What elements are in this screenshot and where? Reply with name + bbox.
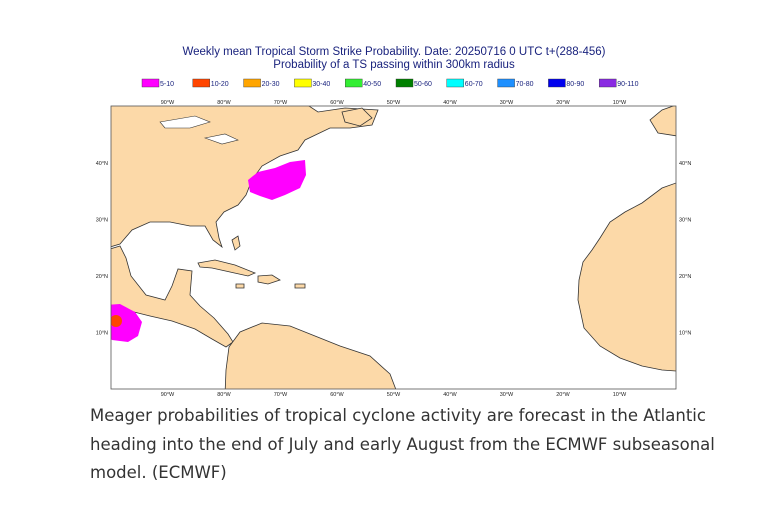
longitude-label: 10°W xyxy=(613,392,627,398)
puerto-rico xyxy=(294,283,306,289)
cuba xyxy=(197,259,257,277)
longitude-label: 60°W xyxy=(330,392,344,398)
map-figure: Weekly mean Tropical Storm Strike Probab… xyxy=(96,46,692,398)
probability-area xyxy=(111,304,142,342)
longitude-label: 60°W xyxy=(330,100,344,106)
north-america xyxy=(111,106,379,249)
legend-label: 60-70 xyxy=(465,81,483,88)
land xyxy=(111,106,676,389)
graticule-labels: 90°W 90°W 80°W 80°W 70°W 70°W 60°W 60°W 50°W 50°W… xyxy=(96,100,692,398)
longitude-label: 50°W xyxy=(387,392,401,398)
latitude-label: 40°N xyxy=(96,161,108,167)
legend-swatch xyxy=(192,78,211,88)
longitude-label: 70°W xyxy=(274,392,288,398)
longitude-label: 80°W xyxy=(217,392,231,398)
caption-line: heading into the end of July and early A… xyxy=(90,434,715,454)
longitude-label: 10°W xyxy=(613,100,627,106)
legend-label: 80-90 xyxy=(566,81,584,88)
legend-swatch xyxy=(294,78,312,88)
great-lakes xyxy=(159,115,239,145)
africa xyxy=(577,182,676,372)
legend-swatch xyxy=(446,78,464,88)
latitude-label: 20°N xyxy=(679,274,691,280)
longitude-label: 90°W xyxy=(161,392,175,398)
bahamas xyxy=(231,235,241,251)
legend-swatch xyxy=(243,78,261,88)
legend-label: 10-20 xyxy=(211,81,229,88)
hispaniola xyxy=(257,274,281,285)
legend-label: 30-40 xyxy=(312,81,330,88)
longitude-label: 90°W xyxy=(161,100,175,106)
legend-swatch xyxy=(141,78,160,88)
map-area xyxy=(111,106,676,389)
caption-line: model. (ECMWF) xyxy=(90,463,227,482)
south-america xyxy=(224,322,397,389)
legend-label: 40-50 xyxy=(363,81,381,88)
legend-label: 90-110 xyxy=(617,81,638,88)
map-subtitle: Probability of a TS passing within 300km… xyxy=(273,59,515,71)
map-frame xyxy=(110,105,677,390)
latitude-label: 40°N xyxy=(679,161,691,167)
legend-swatch xyxy=(497,78,515,88)
longitude-label: 40°W xyxy=(443,392,457,398)
legend-label: 50-60 xyxy=(414,81,432,88)
longitude-label: 40°W xyxy=(443,100,457,106)
longitude-label: 20°W xyxy=(556,100,570,106)
latitude-label: 30°N xyxy=(96,218,108,224)
legend: 5-10 10-20 20-30 30-40 40-50 50-60 60-70 70-80 8… xyxy=(141,78,639,88)
latitude-label: 10°N xyxy=(679,331,691,337)
legend-label: 5-10 xyxy=(160,81,174,88)
latitude-label: 10°N xyxy=(96,331,108,337)
longitude-label: 30°W xyxy=(500,100,514,106)
map-title: Weekly mean Tropical Storm Strike Probab… xyxy=(182,46,605,58)
longitude-label: 50°W xyxy=(387,100,401,106)
longitude-label: 20°W xyxy=(556,392,570,398)
jamaica xyxy=(235,283,245,289)
newfoundland xyxy=(341,107,373,127)
caption: Meager probabilities of tropical cyclone… xyxy=(90,402,730,488)
legend-label: 20-30 xyxy=(262,81,280,88)
longitude-label: 30°W xyxy=(500,392,514,398)
legend-swatch xyxy=(345,78,363,88)
legend-swatch xyxy=(395,78,414,88)
latitude-label: 30°N xyxy=(679,218,691,224)
probability-area xyxy=(248,160,306,200)
probability-area xyxy=(111,315,122,327)
legend-swatch xyxy=(548,78,566,88)
legend-swatch xyxy=(599,78,617,88)
iberia xyxy=(649,106,676,137)
legend-label: 70-80 xyxy=(516,81,534,88)
longitude-label: 80°W xyxy=(217,100,231,106)
latitude-label: 20°N xyxy=(96,274,108,280)
mexico-central-america xyxy=(111,245,234,348)
caption-line: Meager probabilities of tropical cyclone… xyxy=(90,406,706,425)
longitude-label: 70°W xyxy=(274,100,288,106)
